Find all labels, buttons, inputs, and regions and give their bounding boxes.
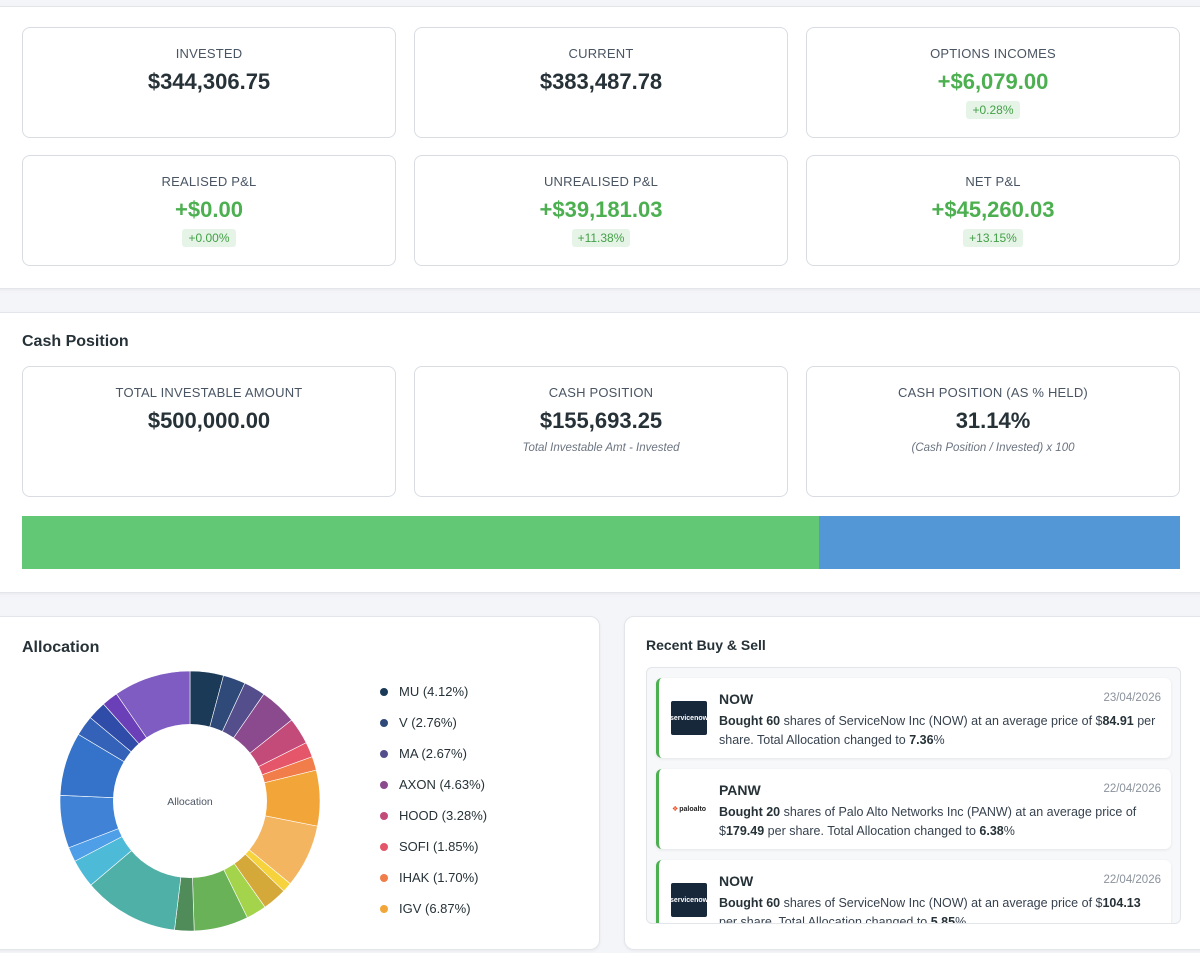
cash-position-note: Total Investable Amt - Invested — [522, 442, 680, 454]
donut-hole — [113, 724, 267, 878]
cash-position-title: Cash Position — [22, 333, 129, 350]
unrealised-pnl-label: UNREALISED P&L — [543, 174, 659, 189]
cash-percent-value: 31.14% — [955, 408, 1031, 433]
trade-description: Bought 60 shares of ServiceNow Inc (NOW)… — [719, 714, 1156, 747]
cash-position-value: $155,693.25 — [539, 408, 663, 433]
allocation-donut-chart: Allocation — [59, 670, 321, 932]
recent-trades-title: Recent Buy & Sell — [646, 637, 766, 653]
paloalto-logo: ❖ paloalto — [671, 792, 707, 826]
trade-date: 22/04/2026 — [1103, 783, 1161, 795]
legend-label: SOFI (1.85%) — [399, 839, 479, 854]
trade-ticker: NOW — [719, 691, 754, 707]
net-pnl-value: +$45,260.03 — [931, 197, 1055, 222]
legend-label: IGV (6.87%) — [399, 901, 471, 916]
current-value: $383,487.78 — [539, 69, 663, 94]
invested-bar-segment — [22, 516, 820, 569]
legend-color-dot — [380, 904, 388, 913]
legend-item[interactable]: AXON (4.63%) — [380, 769, 487, 800]
total-investable-card: TOTAL INVESTABLE AMOUNT $500,000.00 — [22, 366, 396, 497]
recent-trades-list[interactable]: servicenow NOW 23/04/2026 Bought 60 shares … — [646, 667, 1181, 924]
trade-ticker: NOW — [719, 873, 754, 889]
net-pnl-card: NET P&L +$45,260.03 +13.15% — [806, 155, 1180, 266]
invested-card: INVESTED $344,306.75 — [22, 27, 396, 138]
allocation-legend: MU (4.12%) V (2.76%) MA (2.67%) AXON (4.63%… — [380, 676, 487, 924]
net-pnl-label: NET P&L — [965, 174, 1021, 189]
cash-percent-note: (Cash Position / Invested) x 100 — [911, 442, 1075, 454]
current-label: CURRENT — [568, 46, 634, 61]
cash-split-bar — [22, 516, 1180, 569]
total-investable-label: TOTAL INVESTABLE AMOUNT — [115, 385, 303, 400]
unrealised-pnl-pct-badge: +11.38% — [571, 229, 631, 247]
unrealised-pnl-value: +$39,181.03 — [539, 197, 663, 222]
legend-color-dot — [380, 780, 388, 789]
realised-pnl-card: REALISED P&L +$0.00 +0.00% — [22, 155, 396, 266]
servicenow-logo: servicenow — [670, 701, 708, 735]
cash-bar-segment — [819, 516, 1180, 569]
legend-color-dot — [380, 811, 388, 820]
cash-position-label: CASH POSITION — [548, 385, 654, 400]
trade-description: Bought 60 shares of ServiceNow Inc (NOW)… — [719, 896, 1141, 924]
current-card: CURRENT $383,487.78 — [414, 27, 788, 138]
legend-item[interactable]: MA (2.67%) — [380, 738, 487, 769]
servicenow-logo: servicenow — [670, 883, 708, 917]
cash-percent-label: CASH POSITION (AS % HELD) — [898, 385, 1088, 400]
options-income-label: OPTIONS INCOMES — [930, 46, 1056, 61]
unrealised-pnl-card: UNREALISED P&L +$39,181.03 +11.38% — [414, 155, 788, 266]
trade-card[interactable]: ❖ paloalto PANW 22/04/2026 Bought 20 shares … — [656, 769, 1171, 849]
trade-card[interactable]: servicenow NOW 22/04/2026 Bought 60 shares … — [656, 860, 1171, 924]
net-pnl-pct-badge: +13.15% — [963, 229, 1023, 247]
invested-value: $344,306.75 — [147, 69, 271, 94]
legend-color-dot — [380, 873, 388, 882]
options-income-value: +$6,079.00 — [937, 69, 1049, 94]
allocation-title: Allocation — [22, 639, 100, 656]
legend-item[interactable]: MU (4.12%) — [380, 676, 487, 707]
cash-position-card: CASH POSITION $155,693.25 Total Investab… — [414, 366, 788, 497]
invested-label: INVESTED — [175, 46, 243, 61]
options-income-card: OPTIONS INCOMES +$6,079.00 +0.28% — [806, 27, 1180, 138]
legend-color-dot — [380, 718, 388, 727]
realised-pnl-value: +$0.00 — [175, 197, 243, 222]
legend-color-dot — [380, 842, 388, 851]
legend-item[interactable]: SOFI (1.85%) — [380, 831, 487, 862]
legend-label: MA (2.67%) — [399, 746, 467, 761]
trade-ticker: PANW — [719, 782, 761, 798]
legend-label: MU (4.12%) — [399, 684, 469, 699]
legend-label: IHAK (1.70%) — [399, 870, 479, 885]
trade-date: 22/04/2026 — [1103, 874, 1161, 886]
legend-item[interactable]: IHAK (1.70%) — [380, 862, 487, 893]
legend-item[interactable]: V (2.76%) — [380, 707, 487, 738]
legend-item[interactable]: HOOD (3.28%) — [380, 800, 487, 831]
legend-color-dot — [380, 687, 388, 696]
options-income-pct-badge: +0.28% — [966, 101, 1020, 119]
trade-description: Bought 20 shares of Palo Alto Networks I… — [719, 805, 1137, 838]
legend-color-dot — [380, 749, 388, 758]
legend-label: V (2.76%) — [399, 715, 457, 730]
cash-percent-card: CASH POSITION (AS % HELD) 31.14% (Cash P… — [806, 366, 1180, 497]
realised-pnl-pct-badge: +0.00% — [182, 229, 236, 247]
donut-center-label: Allocation — [167, 796, 213, 808]
total-investable-value: $500,000.00 — [147, 408, 271, 433]
legend-label: HOOD (3.28%) — [399, 808, 488, 823]
trade-date: 23/04/2026 — [1103, 692, 1161, 704]
legend-label: AXON (4.63%) — [399, 777, 485, 792]
legend-item[interactable]: IGV (6.87%) — [380, 893, 487, 924]
realised-pnl-label: REALISED P&L — [161, 174, 257, 189]
trade-card[interactable]: servicenow NOW 23/04/2026 Bought 60 shares … — [656, 678, 1171, 758]
